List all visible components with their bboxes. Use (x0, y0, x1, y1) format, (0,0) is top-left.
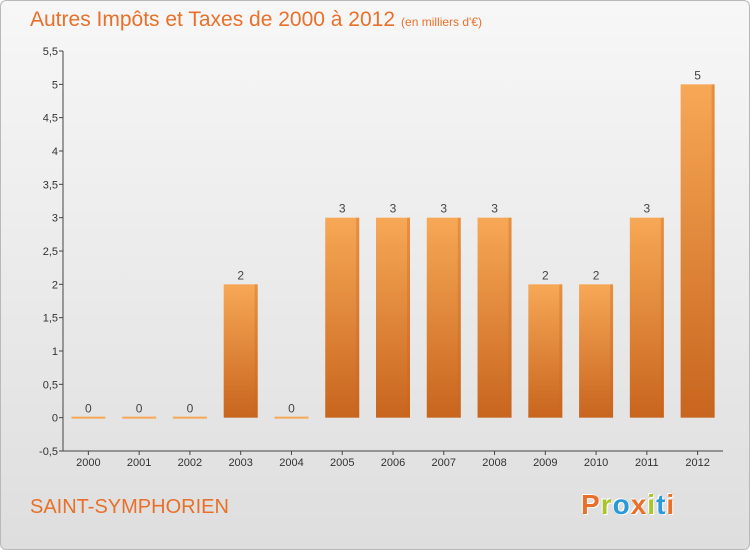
data-label: 0 (288, 402, 295, 416)
data-label: 3 (644, 202, 651, 216)
y-tick-label: 0,5 (43, 379, 58, 391)
chart-title-text: Autres Impôts et Taxes de 2000 à 2012 (30, 8, 396, 31)
bar (426, 217, 461, 418)
y-tick-label: 5,5 (43, 46, 58, 58)
bar-edge (254, 284, 258, 418)
x-tick-label: 2002 (178, 457, 202, 469)
logo-letter: P (581, 489, 601, 520)
data-label: 3 (440, 202, 447, 216)
data-label: 5 (694, 68, 701, 82)
logo-letter: r (600, 489, 613, 520)
data-label: 3 (390, 202, 397, 216)
bar-edge (508, 217, 512, 418)
bar (223, 284, 258, 418)
bar (629, 217, 664, 418)
data-label: 2 (237, 268, 244, 282)
logo-letter: t (656, 489, 667, 520)
y-tick-label: 2 (52, 279, 58, 291)
data-label: 3 (491, 202, 498, 216)
chart-title: Autres Impôts et Taxes de 2000 à 2012 (en… (30, 8, 482, 32)
y-tick-label: 4 (52, 146, 58, 158)
x-tick-label: 2012 (685, 457, 709, 469)
bar-edge (407, 217, 410, 418)
y-tick-label: 3,5 (43, 179, 58, 191)
logo-letter: i (647, 489, 657, 520)
y-tick-label: -0,5 (39, 446, 58, 458)
logo-letter: i (666, 489, 676, 520)
bar (680, 84, 715, 418)
y-tick-label: 1 (52, 346, 58, 358)
bar (477, 217, 512, 418)
bar-edge (711, 84, 715, 418)
y-tick-label: 2,5 (43, 246, 58, 258)
data-label: 0 (187, 402, 194, 416)
y-tick-label: 0 (52, 413, 58, 425)
x-tick-label: 2006 (381, 457, 405, 469)
x-tick-label: 2011 (635, 457, 659, 469)
proxiti-logo: Proxiti (581, 489, 675, 521)
x-tick-label: 2007 (432, 457, 456, 469)
bar-edge (559, 284, 563, 418)
x-tick-label: 2009 (533, 457, 557, 469)
bar (376, 217, 410, 418)
x-tick-label: 2010 (584, 457, 608, 469)
y-tick-label: 3 (52, 213, 58, 225)
y-tick-label: 1,5 (43, 313, 58, 325)
logo-letter: o (612, 489, 631, 520)
bar-edge (457, 217, 461, 418)
data-label: 2 (593, 268, 600, 282)
data-label: 2 (542, 268, 549, 282)
bar-edge (660, 217, 664, 418)
data-label: 3 (339, 202, 346, 216)
bar (579, 284, 614, 418)
x-tick-label: 2004 (279, 457, 303, 469)
x-tick-label: 2005 (330, 457, 354, 469)
data-label: 0 (85, 402, 92, 416)
bar (528, 284, 563, 418)
y-tick-label: 4,5 (43, 113, 58, 125)
bar (325, 217, 360, 418)
x-tick-label: 2008 (482, 457, 506, 469)
bar-edge (356, 217, 360, 418)
commune-name: SAINT-SYMPHORIEN (30, 496, 229, 518)
x-tick-label: 2003 (228, 457, 252, 469)
chart-subtitle: (en milliers d'€) (401, 15, 483, 29)
x-tick-label: 2000 (76, 457, 100, 469)
bar-edge (610, 284, 614, 418)
x-tick-label: 2001 (127, 457, 151, 469)
y-tick-label: 5 (52, 79, 58, 91)
logo-letter: x (630, 489, 648, 520)
data-label: 0 (136, 402, 143, 416)
